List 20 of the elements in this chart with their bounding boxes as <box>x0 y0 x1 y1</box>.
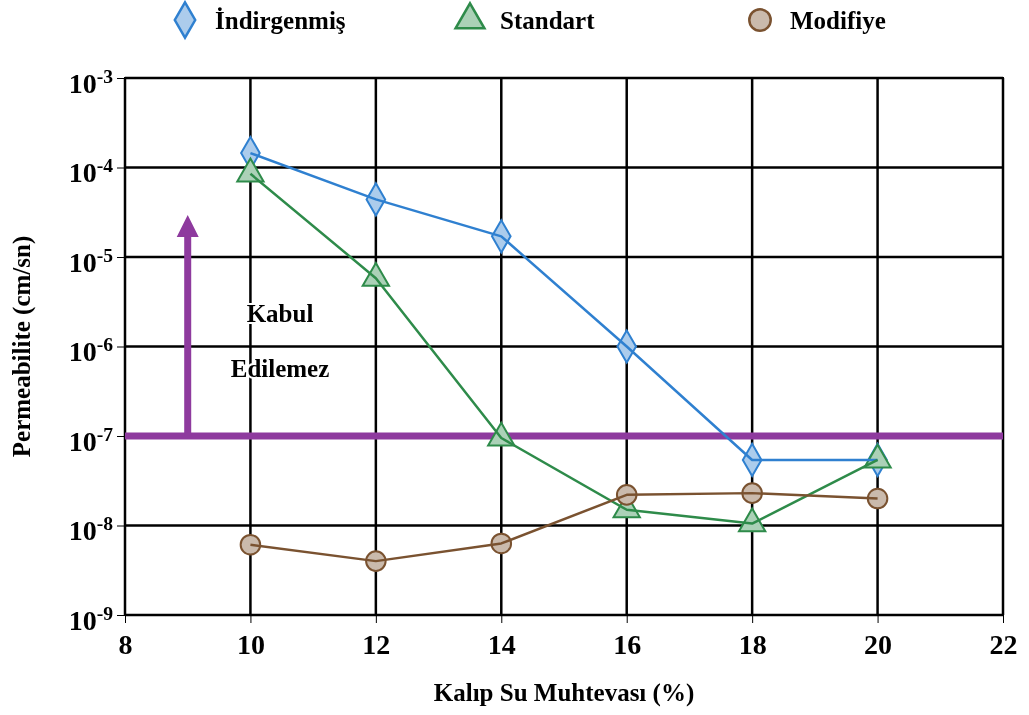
y-tick-label: 10$^{-8}$ <box>68 512 114 546</box>
x-axis-title: Kalıp Su Muhtevası (%) <box>433 679 695 707</box>
y-tick-label: 10$^{-4}$ <box>68 154 114 188</box>
y-tick-label: 10$^{-3}$ <box>68 65 114 99</box>
x-tick-label: 14 <box>487 629 516 660</box>
y-tick-label: 10$^{-7}$ <box>68 423 114 457</box>
x-tick-label: 8 <box>118 629 133 660</box>
y-tick-label: 10$^{-9}$ <box>68 602 114 636</box>
x-tick-label: 12 <box>362 629 391 660</box>
y-tick-label: 10$^{-5}$ <box>68 244 114 278</box>
x-tick-label: 20 <box>864 629 893 660</box>
y-axis-title: Permeabilite (cm/sn) <box>8 235 36 458</box>
x-tick-label: 22 <box>989 629 1018 660</box>
legend-label: Standart <box>500 7 596 34</box>
x-tick-label: 18 <box>738 629 767 660</box>
x-tick-label: 16 <box>613 629 642 660</box>
x-tick-label: 10 <box>236 629 265 660</box>
y-tick-label: 10$^{-6}$ <box>68 333 114 367</box>
legend-label: İndirgenmiş <box>215 7 346 34</box>
legend-label: Modifiye <box>790 7 886 34</box>
